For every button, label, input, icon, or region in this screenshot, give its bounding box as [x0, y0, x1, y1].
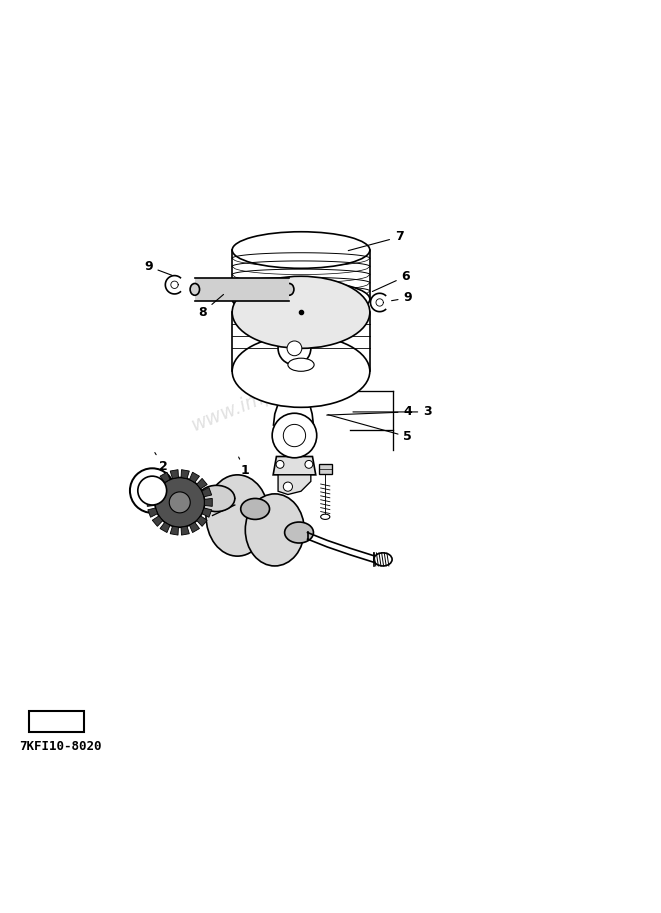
Polygon shape: [278, 475, 311, 495]
Ellipse shape: [373, 553, 392, 566]
Text: 2: 2: [155, 453, 168, 473]
Text: 7: 7: [348, 230, 404, 251]
Bar: [319, 465, 332, 474]
Polygon shape: [202, 488, 212, 497]
Polygon shape: [190, 522, 200, 532]
Bar: [195, 278, 290, 301]
Circle shape: [130, 468, 175, 513]
Ellipse shape: [285, 522, 313, 543]
Polygon shape: [197, 516, 208, 527]
Ellipse shape: [245, 494, 304, 566]
Circle shape: [284, 425, 305, 446]
Circle shape: [278, 332, 311, 364]
Ellipse shape: [288, 358, 314, 372]
Circle shape: [169, 492, 190, 513]
Ellipse shape: [232, 281, 369, 318]
Polygon shape: [148, 488, 157, 497]
Ellipse shape: [284, 283, 294, 295]
Ellipse shape: [321, 514, 330, 519]
Text: www.impex.to.com: www.impex.to.com: [188, 347, 368, 435]
Polygon shape: [273, 456, 316, 475]
Text: 5: 5: [328, 415, 412, 444]
Circle shape: [137, 477, 167, 505]
Circle shape: [155, 477, 205, 528]
Polygon shape: [152, 478, 163, 488]
Text: 3: 3: [353, 405, 432, 418]
Ellipse shape: [232, 335, 369, 407]
Ellipse shape: [198, 486, 235, 511]
Text: 9: 9: [391, 291, 412, 304]
Polygon shape: [190, 472, 200, 482]
Text: 7KFI10-8020: 7KFI10-8020: [19, 740, 102, 752]
Text: 8: 8: [198, 295, 223, 319]
Text: FWD: FWD: [54, 717, 79, 727]
Polygon shape: [152, 516, 163, 527]
Bar: [28, 711, 85, 732]
Polygon shape: [147, 498, 155, 507]
Circle shape: [284, 482, 292, 491]
Polygon shape: [170, 526, 178, 535]
Circle shape: [305, 460, 313, 468]
Circle shape: [272, 414, 317, 457]
Polygon shape: [160, 522, 170, 532]
Ellipse shape: [206, 475, 269, 556]
Polygon shape: [181, 469, 189, 478]
Polygon shape: [204, 498, 212, 507]
Polygon shape: [170, 469, 178, 478]
Polygon shape: [197, 478, 208, 488]
Ellipse shape: [190, 283, 200, 295]
Polygon shape: [202, 508, 212, 518]
Text: 9: 9: [144, 260, 172, 276]
Text: 6: 6: [372, 269, 410, 291]
Text: 1: 1: [239, 457, 250, 477]
Polygon shape: [181, 526, 189, 535]
Ellipse shape: [241, 498, 270, 519]
Circle shape: [287, 341, 302, 356]
Ellipse shape: [232, 277, 369, 349]
Polygon shape: [148, 508, 157, 518]
Ellipse shape: [232, 232, 369, 268]
Polygon shape: [160, 472, 170, 482]
Text: 4: 4: [327, 405, 412, 418]
Circle shape: [276, 460, 284, 468]
